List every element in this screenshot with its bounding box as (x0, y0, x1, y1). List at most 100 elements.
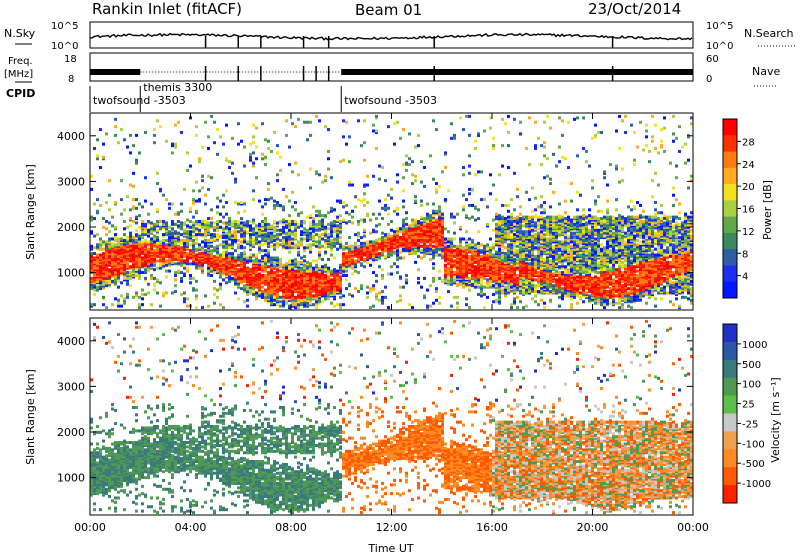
data-cell (537, 243, 540, 246)
data-cell (255, 291, 258, 294)
data-cell (387, 238, 390, 241)
data-cell (402, 256, 405, 259)
data-cell (108, 249, 111, 252)
data-cell (210, 208, 213, 211)
data-cell (378, 200, 381, 203)
data-cell (225, 221, 228, 224)
data-cell (111, 238, 114, 241)
data-cell (129, 265, 132, 268)
data-cell (354, 205, 357, 208)
data-cell (144, 131, 147, 134)
data-cell (276, 204, 279, 207)
data-cell (369, 240, 372, 243)
data-cell (528, 262, 531, 265)
data-cell (549, 239, 552, 242)
data-cell (288, 281, 291, 284)
freq-band (341, 69, 693, 75)
data-cell (420, 256, 423, 259)
data-cell (171, 143, 174, 146)
data-cell (270, 150, 273, 153)
data-cell (270, 256, 273, 259)
data-cell (258, 259, 261, 262)
data-cell (288, 296, 291, 299)
data-cell (153, 128, 156, 131)
data-cell (453, 221, 456, 224)
data-cell (99, 166, 102, 169)
data-cell (540, 236, 543, 239)
data-cell (201, 226, 204, 229)
data-cell (309, 186, 312, 189)
data-cell (207, 217, 210, 220)
data-cell (132, 205, 135, 208)
data-cell (165, 291, 168, 294)
data-cell (207, 245, 210, 248)
data-cell (552, 226, 555, 229)
data-cell (237, 297, 240, 300)
data-cell (330, 249, 333, 252)
data-cell (495, 235, 498, 238)
data-cell (189, 220, 192, 223)
data-cell (318, 273, 321, 276)
data-cell (393, 239, 396, 242)
data-cell (459, 252, 462, 255)
data-cell (462, 246, 465, 249)
data-cell (276, 229, 279, 232)
data-cell (531, 258, 534, 261)
data-cell (483, 198, 486, 201)
data-cell (441, 170, 444, 173)
data-cell (435, 248, 438, 251)
data-cell (510, 198, 513, 201)
data-cell (468, 192, 471, 195)
data-cell (315, 245, 318, 248)
data-cell (510, 274, 513, 277)
data-cell (450, 238, 453, 241)
data-cell (492, 229, 495, 232)
data-cell (513, 248, 516, 251)
data-cell (315, 226, 318, 229)
data-cell (510, 216, 513, 219)
cpid-segment-label: themis 3300 (143, 81, 212, 94)
data-cell (537, 251, 540, 254)
data-cell (192, 239, 195, 242)
data-cell (126, 271, 129, 274)
data-cell (180, 224, 183, 227)
data-cell (105, 252, 108, 255)
data-cell (549, 178, 552, 181)
data-cell (276, 303, 279, 306)
data-cell (417, 277, 420, 280)
data-cell (108, 238, 111, 241)
data-cell (189, 249, 192, 252)
data-cell (315, 223, 318, 226)
data-cell (195, 248, 198, 251)
data-cell (276, 290, 279, 293)
data-cell (279, 169, 282, 172)
data-cell (354, 287, 357, 290)
data-cell (222, 143, 225, 146)
data-cell (147, 240, 150, 243)
data-cell (498, 271, 501, 274)
data-cell (342, 245, 345, 248)
data-cell (186, 305, 189, 308)
data-cell (396, 207, 399, 210)
data-cell (330, 239, 333, 242)
data-cell (405, 227, 408, 230)
data-cell (411, 160, 414, 163)
data-cell (210, 221, 213, 224)
data-cell (210, 236, 213, 239)
data-cell (303, 121, 306, 124)
data-cell (156, 182, 159, 185)
data-cell (168, 254, 171, 257)
data-cell (225, 245, 228, 248)
data-cell (333, 238, 336, 241)
data-cell (291, 274, 294, 277)
data-cell (177, 245, 180, 248)
data-cell (510, 306, 513, 309)
data-cell (282, 273, 285, 276)
data-cell (351, 210, 354, 213)
data-cell (519, 224, 522, 227)
data-cell (336, 248, 339, 251)
data-cell (522, 258, 525, 261)
data-cell (99, 256, 102, 259)
data-cell (375, 147, 378, 150)
data-cell (471, 239, 474, 242)
